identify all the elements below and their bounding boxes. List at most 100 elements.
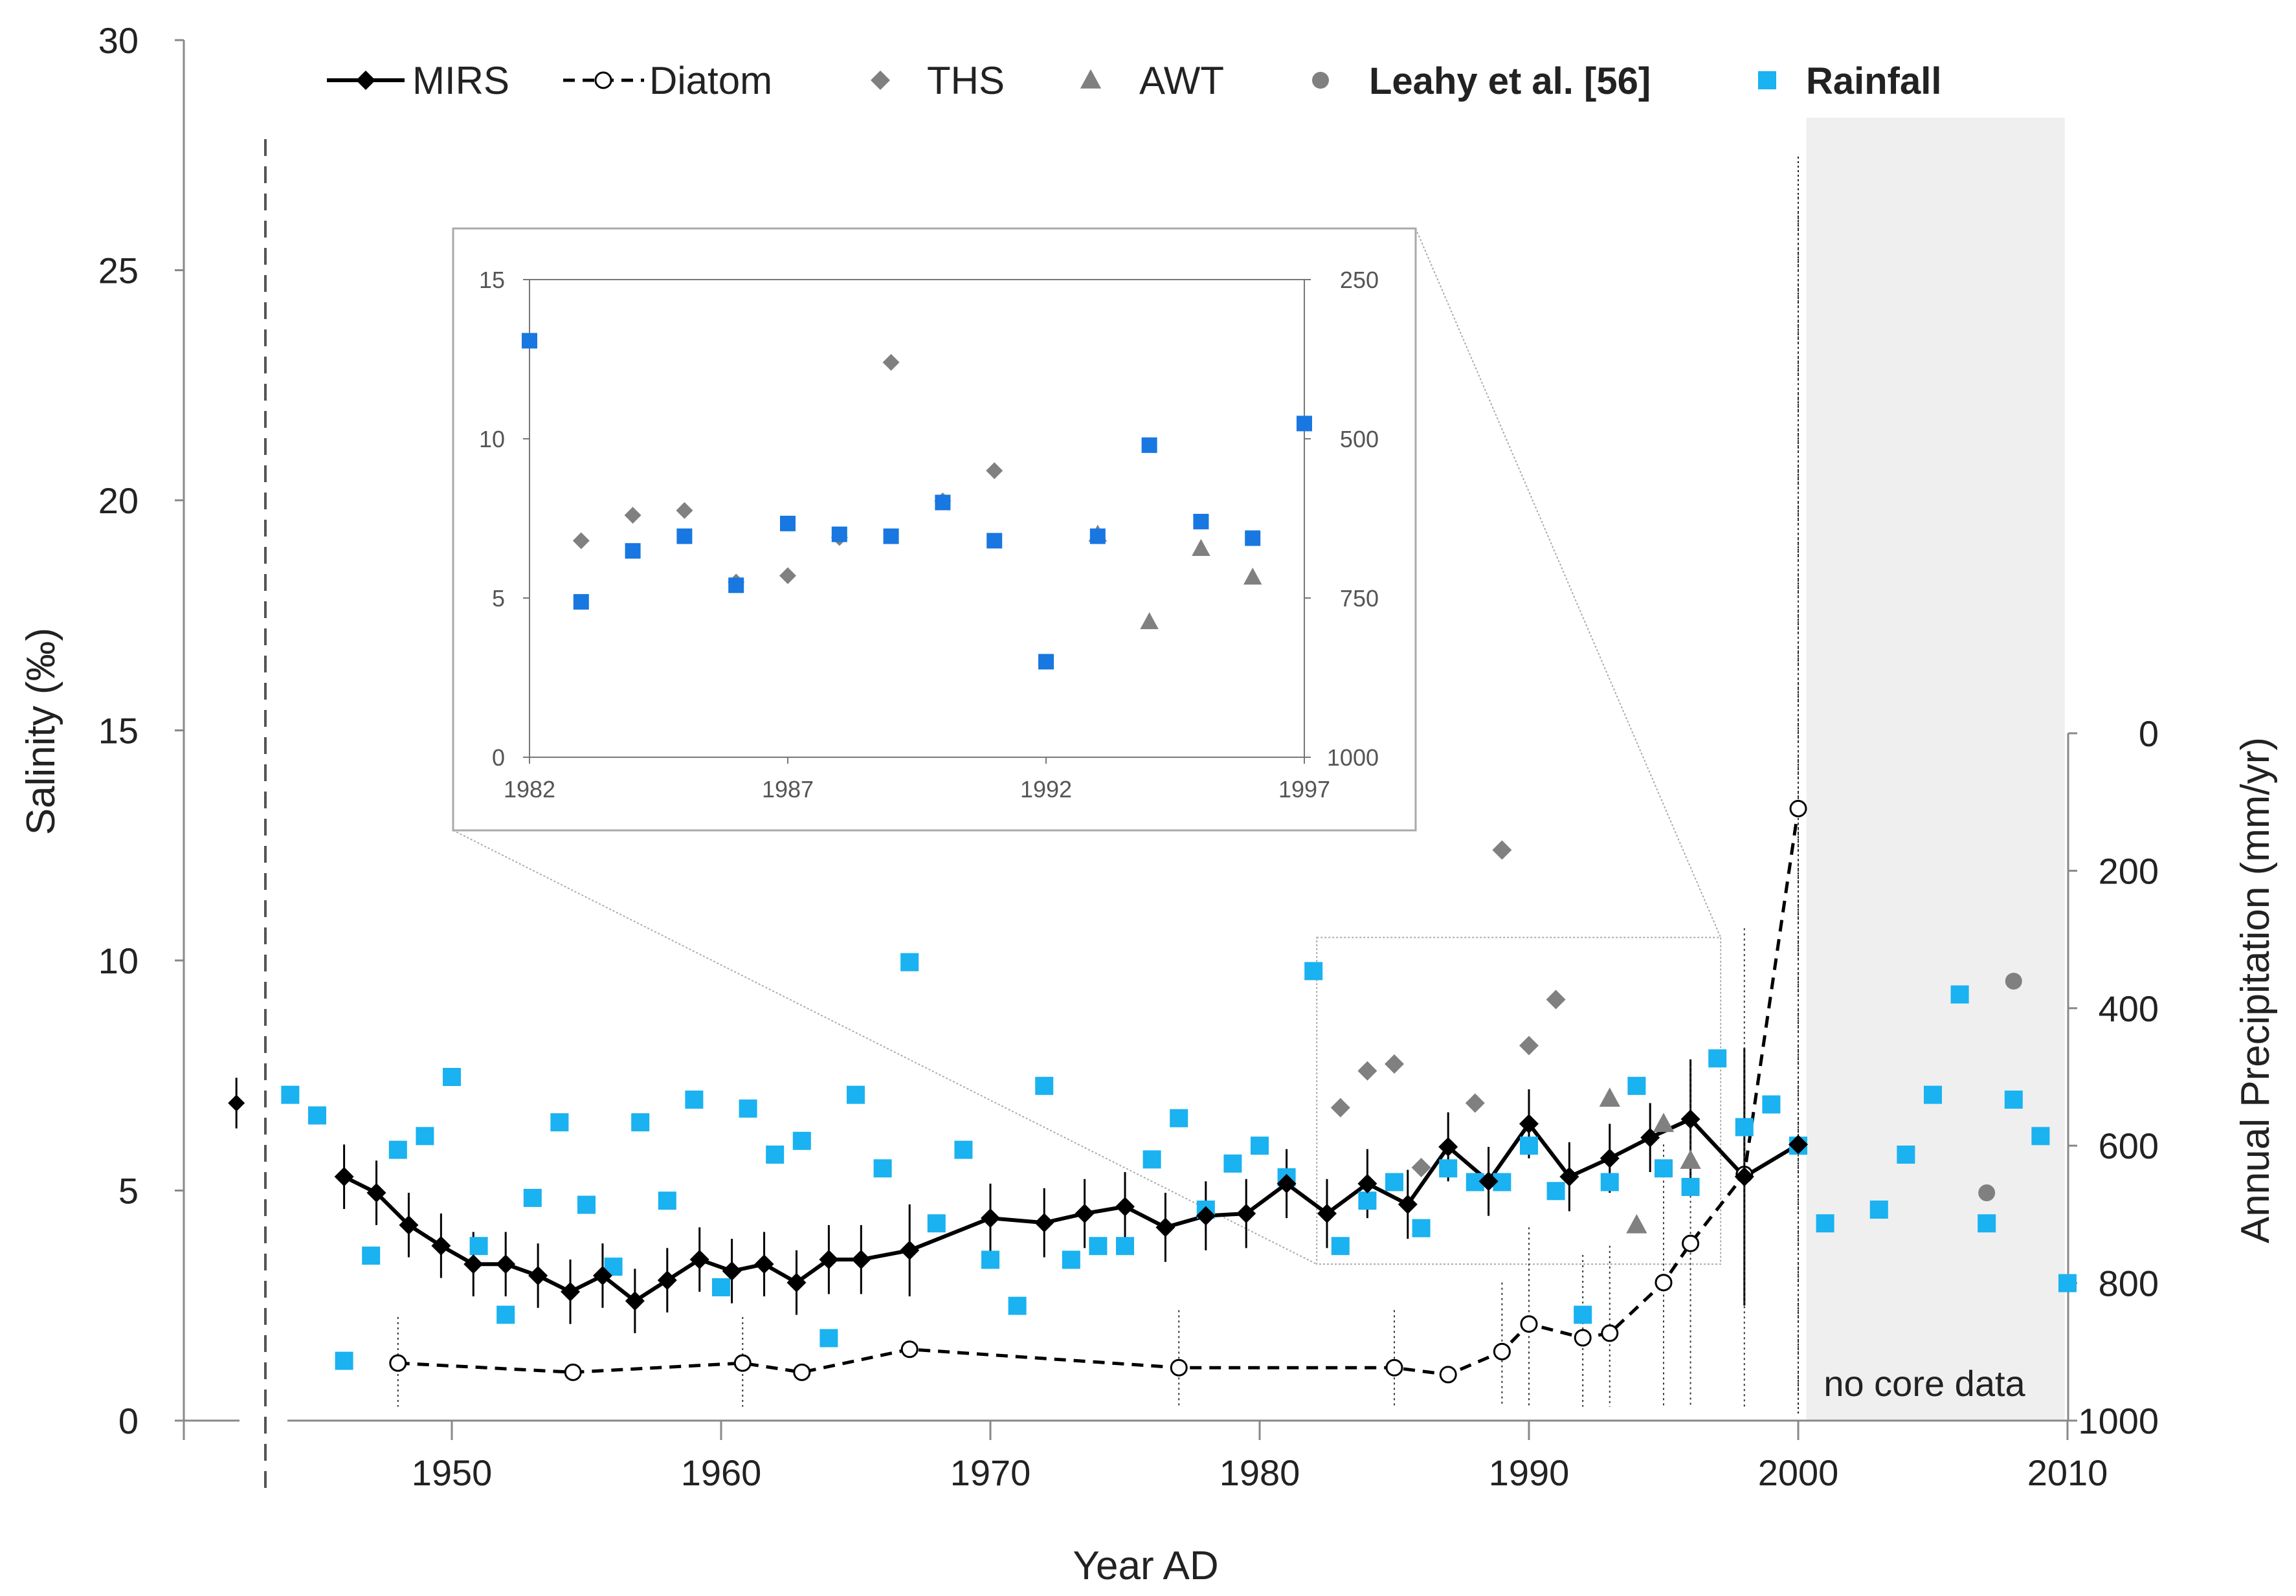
mirs-point xyxy=(463,1254,484,1274)
mirs-point xyxy=(496,1254,516,1274)
mirs-point xyxy=(1115,1197,1135,1217)
rainfall-point xyxy=(1978,1214,1996,1233)
y2-tick-label: 0 xyxy=(2139,713,2159,754)
inset-y2-tick-label: 500 xyxy=(1340,426,1379,452)
y-tick-label: 10 xyxy=(98,940,139,981)
y-axis-title: Salinity (‰) xyxy=(19,628,63,835)
inset-rainfall-point xyxy=(831,526,847,542)
legend-diatom-label: Diatom xyxy=(649,59,772,102)
inset-awt-point xyxy=(1192,538,1210,556)
inset-ths-point xyxy=(624,507,641,524)
mirs-point xyxy=(754,1254,774,1274)
inset-ths-point xyxy=(572,532,590,549)
legend-ths-label: THS xyxy=(927,59,1005,102)
mirs-point xyxy=(1789,1135,1808,1155)
mirs-point xyxy=(851,1250,871,1270)
mirs-point xyxy=(1034,1213,1054,1233)
mirs-point xyxy=(228,1094,245,1112)
mirs-point xyxy=(592,1266,612,1286)
ths-point xyxy=(1546,990,1566,1010)
awt-point xyxy=(1680,1149,1701,1169)
ths-point xyxy=(1330,1098,1350,1118)
y-tick-label: 25 xyxy=(98,250,139,291)
awt-point xyxy=(1599,1087,1620,1107)
rainfall-point xyxy=(954,1140,973,1159)
y2-tick-label: 200 xyxy=(2099,850,2159,891)
inset-rainfall-point xyxy=(625,543,641,559)
mirs-point xyxy=(561,1281,581,1302)
diatom-point xyxy=(1574,1329,1592,1347)
inset-rainfall-point xyxy=(676,528,693,544)
rainfall-point xyxy=(847,1085,865,1104)
rainfall-point xyxy=(1439,1159,1458,1178)
diatom-point xyxy=(1493,1342,1511,1360)
rainfall-point xyxy=(335,1351,353,1370)
inset-x-tick-label: 1987 xyxy=(762,776,814,803)
legend-rainfall-label: Rainfall xyxy=(1806,60,1942,102)
y2-tick-label: 600 xyxy=(2099,1125,2159,1166)
rainfall-point xyxy=(739,1099,757,1118)
mirs-line xyxy=(343,1116,1800,1303)
rainfall-point xyxy=(712,1278,730,1296)
mirs-point xyxy=(1519,1114,1539,1134)
y2-tick-label: 400 xyxy=(2099,988,2159,1029)
leahy-point xyxy=(2005,972,2022,990)
rainfall-point xyxy=(1897,1146,1915,1164)
diatom-point xyxy=(900,1340,919,1358)
mirs-point xyxy=(900,1240,920,1260)
rainfall-point xyxy=(1251,1136,1269,1155)
ths-point xyxy=(1357,1061,1377,1081)
rainfall-point xyxy=(927,1214,946,1233)
mirs-point xyxy=(1599,1148,1620,1168)
inset-rainfall-point xyxy=(780,515,796,531)
diatom-point xyxy=(1439,1366,1457,1384)
y-tick-label: 5 xyxy=(118,1171,139,1212)
rainfall-point xyxy=(496,1305,515,1324)
rainfall-point xyxy=(1170,1109,1188,1127)
mirs-point xyxy=(399,1215,419,1235)
rainfall-point xyxy=(1708,1049,1727,1068)
zoom-connector-right xyxy=(1415,228,1722,938)
x-tick-label: 1970 xyxy=(950,1452,1031,1493)
awt-point xyxy=(1653,1113,1675,1133)
leahy-point xyxy=(1978,1184,1996,1202)
mirs-point xyxy=(981,1208,1000,1228)
mirs-point xyxy=(689,1250,709,1270)
legend-leahy-label: Leahy et al. [56] xyxy=(1369,60,1651,102)
rainfall-point xyxy=(1681,1177,1700,1196)
mirs-point xyxy=(1196,1206,1216,1226)
inset-rainfall-point xyxy=(522,333,537,349)
rainfall-point xyxy=(1116,1237,1134,1256)
rainfall-point xyxy=(469,1237,488,1256)
inset-awt-point xyxy=(1140,612,1159,630)
mirs-point xyxy=(1276,1173,1297,1193)
inset-frame xyxy=(452,227,1417,832)
mirs-point xyxy=(1680,1109,1700,1129)
x-tick-label: 2010 xyxy=(2027,1452,2108,1493)
inset-rainfall-point xyxy=(883,528,899,544)
y2-tick-label: 800 xyxy=(2099,1263,2159,1304)
diatom-line xyxy=(397,808,1800,1377)
inset-y2-tick-label: 1000 xyxy=(1327,744,1379,771)
rainfall-point xyxy=(981,1250,999,1269)
inset-y-tick-label: 10 xyxy=(479,426,505,452)
inset-y-tick-label: 15 xyxy=(479,267,505,293)
diatom-point xyxy=(1601,1324,1619,1342)
legend-awt-label: AWT xyxy=(1139,59,1224,102)
rainfall-point xyxy=(416,1127,434,1146)
inset-rainfall-point xyxy=(1193,513,1209,529)
mirs-point xyxy=(1317,1204,1337,1224)
inset-rainfall-point xyxy=(573,593,589,610)
rainfall-point xyxy=(1574,1305,1592,1324)
rainfall-point xyxy=(1008,1296,1027,1315)
mirs-point xyxy=(528,1266,548,1286)
inset-x-tick-label: 1992 xyxy=(1020,776,1072,803)
inset-ths-point xyxy=(676,502,693,519)
rainfall-point xyxy=(1062,1250,1080,1269)
mirs-point xyxy=(657,1270,677,1291)
mirs-point xyxy=(625,1291,645,1311)
ths-point xyxy=(1411,1157,1431,1177)
diatom-point xyxy=(1655,1274,1673,1292)
rainfall-point xyxy=(281,1085,300,1104)
diatom-point xyxy=(1385,1358,1403,1377)
